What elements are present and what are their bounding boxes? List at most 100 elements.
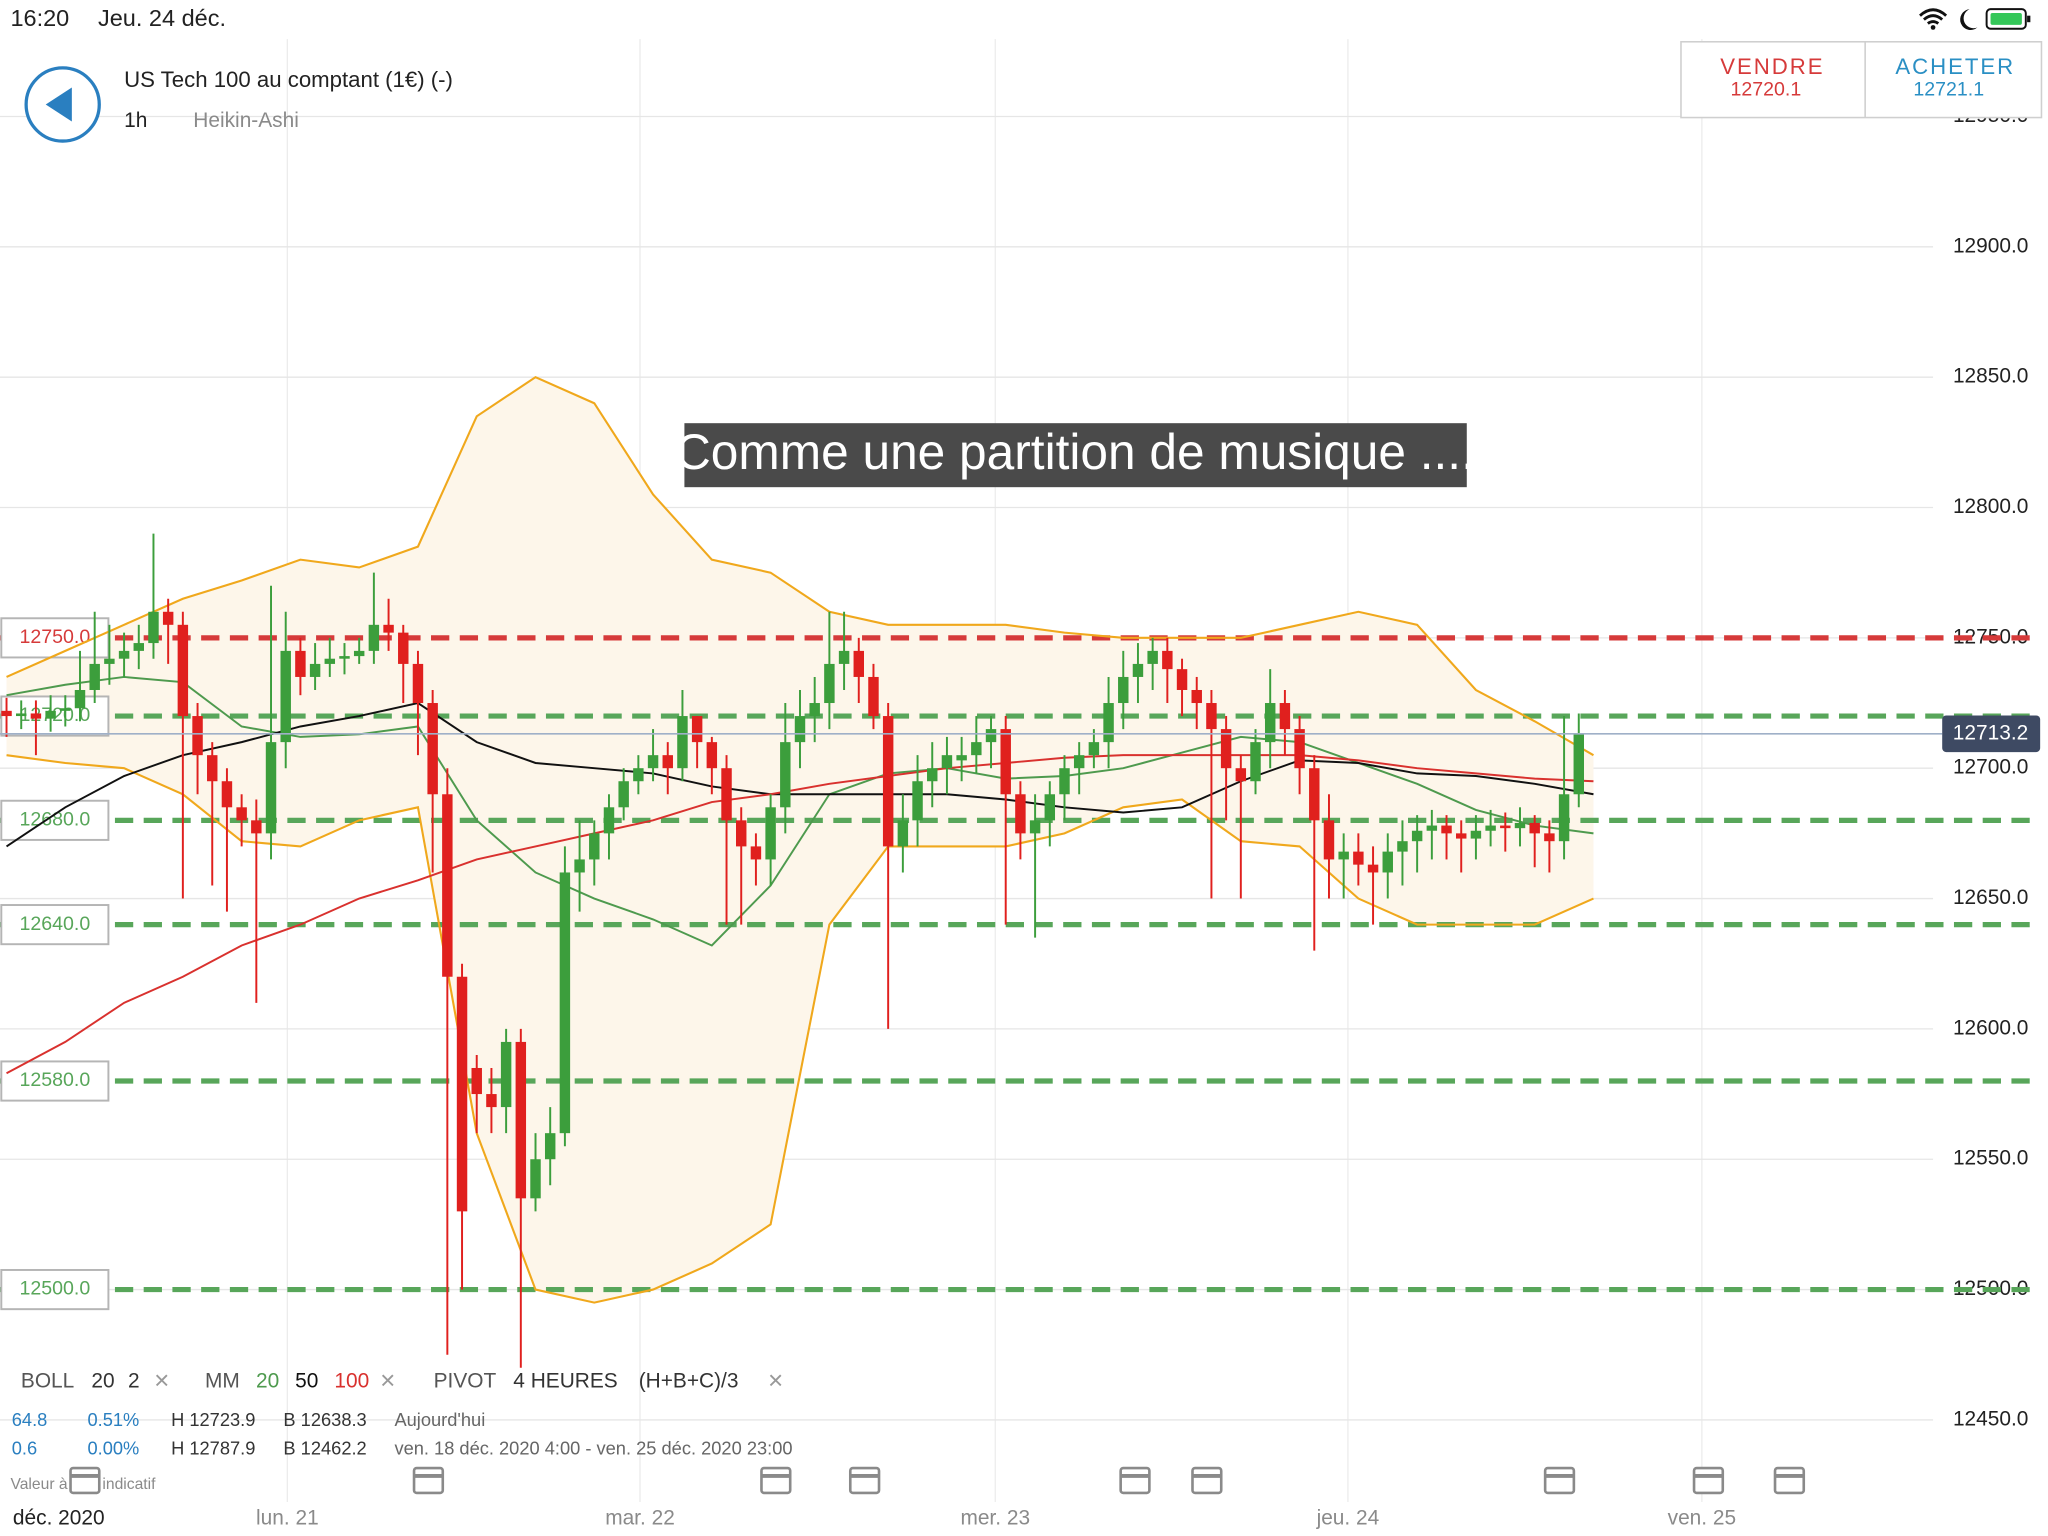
candle-body [309,663,321,677]
y-tick-label: 12650.0 [1953,886,2028,909]
level-tag [0,1060,110,1102]
status-date: Jeu. 24 déc. [98,5,226,31]
sell-label[interactable]: VENDRE [1720,54,1824,79]
candle-body [1529,822,1540,834]
candle-body [1544,833,1555,842]
candle-body [1206,703,1217,730]
sell-price[interactable]: 12720.1 [1730,78,1801,100]
candle-body [618,781,629,808]
info-low: B 12462.2 [283,1438,366,1459]
candle-body [1044,794,1056,821]
candle-body [1309,768,1320,821]
boll-deviation: 2 [128,1369,140,1392]
back-button[interactable] [24,66,101,143]
info-value: 0.6 [12,1438,37,1459]
info-low: B 12638.3 [283,1409,366,1430]
candle-body [1176,669,1188,690]
level-label: 12680.0 [19,809,90,831]
candle-body [1132,663,1144,677]
candle-body [1367,864,1379,873]
buy-button[interactable]: ACHETER 12721.1 [1895,54,2015,101]
level-label: 12580.0 [19,1069,90,1091]
x-tick-label: lun. 21 [256,1507,319,1530]
candle-body [1147,650,1158,664]
pivot-label[interactable]: PIVOT [434,1369,497,1392]
candle-body [442,794,453,977]
candle-body [133,643,144,651]
annotation-box [684,423,1467,488]
candle-body [16,713,27,717]
level-tag [0,1269,110,1311]
candle-body [838,650,850,664]
candle-body [295,650,306,677]
y-tick-label: 12700.0 [1953,756,2028,779]
level-label: 12750.0 [19,626,90,648]
x-tick-label: déc. 2020 [13,1507,105,1530]
candle-body [1426,825,1438,831]
candle-body [662,755,673,769]
candle-body [500,1041,512,1108]
candle-body [530,1159,541,1199]
candle-body [148,611,159,644]
y-tick-label: 12550.0 [1953,1147,2028,1170]
candle-body [824,663,835,704]
candle-body [927,768,938,782]
candle-body [1456,833,1467,839]
candle-body [1485,825,1496,831]
candle-body [603,807,615,834]
mm-label[interactable]: MM [205,1369,240,1392]
chart-style[interactable]: Heikin-Ashi [193,109,299,132]
candle-body [809,703,820,717]
candle-body [971,742,982,756]
candle-body [427,703,438,795]
status-time: 16:20 [10,5,69,31]
calendar-icon [760,1466,792,1495]
candle-body [721,768,732,821]
y-tick-label: 12850.0 [1953,365,2028,388]
candle-body [691,716,703,743]
candle-body [30,713,42,719]
candle-body [104,658,115,664]
remove-mm[interactable]: × [380,1365,395,1395]
candle-body [677,716,688,769]
candle-body [280,650,291,743]
candle-body [1088,742,1100,756]
mm-long: 100 [334,1369,369,1392]
candle-body [1191,689,1202,704]
candle-body [1397,841,1408,852]
chart: 12450.0 12500.0 12550.0 12600.0 12650.0 12700… [0,39,2041,1503]
info-high: H 12787.9 [171,1438,255,1459]
candle-body [251,820,262,834]
candle-body [1382,851,1393,873]
candle-body [1059,768,1070,795]
annotation: Comme une partition de musique .... [675,424,1475,480]
candle-body [1279,703,1291,730]
sell-button[interactable]: VENDRE 12720.1 [1720,54,1824,101]
buy-price[interactable]: 12721.1 [1913,78,1984,100]
candle-body [74,689,86,709]
candle-body [324,658,336,664]
candle-body [1103,703,1114,743]
y-tick-label: 12450.0 [1953,1407,2028,1430]
remove-boll[interactable]: × [154,1365,169,1395]
buy-label[interactable]: ACHETER [1895,54,2015,79]
candle-body [162,611,174,625]
candle-body [574,859,585,873]
candle-body [412,663,424,704]
candle-body [912,781,923,821]
candle-body [118,650,130,659]
candle-body [589,833,600,860]
level-label: 12640.0 [19,913,90,935]
level-tag [0,799,110,841]
candle-body [882,716,894,847]
boll-label[interactable]: BOLL [21,1369,74,1392]
candle-body [265,742,277,834]
candle-body [1,710,12,717]
interval[interactable]: 1h [124,109,147,132]
calendar-icon [848,1466,881,1495]
remove-pivot[interactable]: × [768,1365,783,1395]
y-tick-label: 12600.0 [1953,1016,2028,1039]
candle-body [398,632,409,664]
